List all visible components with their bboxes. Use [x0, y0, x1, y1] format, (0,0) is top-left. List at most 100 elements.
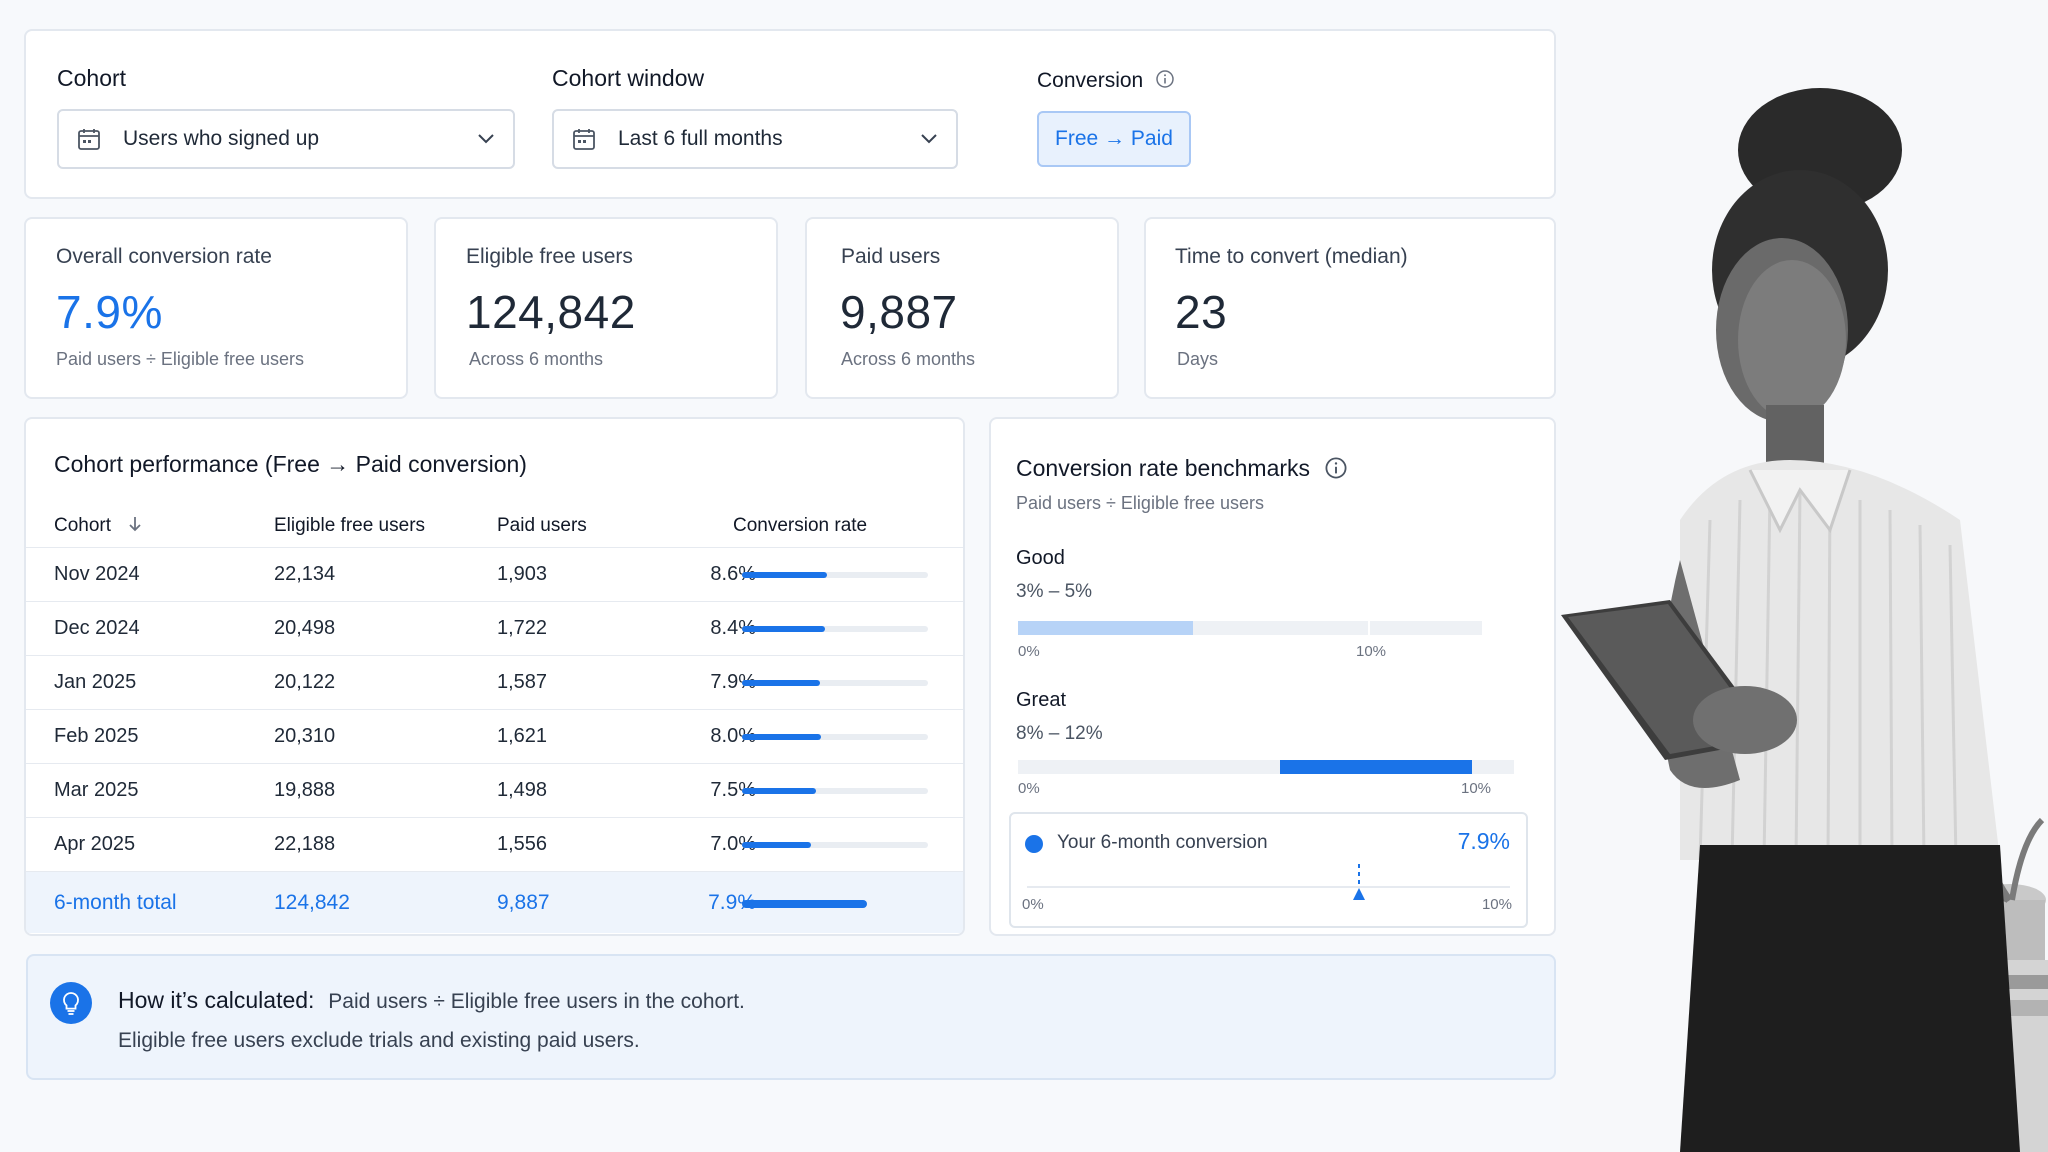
total-cohort: 6-month total: [54, 891, 177, 914]
cohort-select[interactable]: Users who signed up: [57, 109, 515, 169]
kpi-subtitle: Paid users ÷ Eligible free users: [56, 349, 304, 369]
conversion-bar-track: [742, 680, 928, 686]
yours-max-tick: 10%: [1481, 896, 1512, 913]
conversion-rate-cell: 8.6%: [710, 563, 756, 585]
info-icon[interactable]: [1324, 456, 1348, 480]
your-conversion-label: Your 6-month conversion: [1057, 832, 1268, 853]
chevron-down-icon: [478, 134, 494, 144]
eligible-cell: 20,498: [274, 617, 336, 639]
cohort-performance-table: Cohort performance (Free → Paid conversi…: [24, 417, 965, 936]
cohort-cell: Apr 2025: [54, 833, 136, 855]
good-label: Good: [1016, 547, 1065, 569]
cohort-window-select[interactable]: Last 6 full months: [552, 109, 958, 169]
conversion-bar: [742, 842, 811, 848]
conversion-label-text: Conversion: [1037, 69, 1144, 92]
table-row[interactable]: Apr 2025 22,188 1,556 7.0%: [26, 817, 963, 870]
conversion-rate-cell: 8.4%: [710, 617, 756, 639]
how-calculated-heading: How it’s calculated:: [118, 987, 315, 1013]
total-rate: 7.9%: [708, 891, 756, 914]
eligible-cell: 20,310: [274, 725, 336, 747]
table-row[interactable]: Feb 2025 20,310 1,621 8.0%: [26, 709, 963, 762]
cohort-label: Cohort: [57, 65, 127, 91]
kpi-title: Paid users: [841, 245, 941, 268]
paid-cell: 1,587: [497, 671, 548, 693]
total-rate-bar: [742, 900, 867, 908]
conversion-bar: [742, 572, 827, 578]
table-row[interactable]: Jan 2025 20,122 1,587 7.9%: [26, 655, 963, 708]
table-row[interactable]: Dec 2024 20,498 1,722 8.4%: [26, 601, 963, 654]
benchmarks-subtitle: Paid users ÷ Eligible free users: [1016, 493, 1264, 513]
your-conversion-axis: [1027, 886, 1510, 888]
conversion-bar-track: [742, 572, 928, 578]
great-min-tick: 0%: [1018, 780, 1040, 797]
column-header-conversion-rate[interactable]: Conversion rate: [733, 515, 868, 536]
benchmarks-title: Conversion rate benchmarks: [1016, 455, 1348, 482]
column-header-paid[interactable]: Paid users: [497, 515, 587, 536]
conversion-bar-track: [742, 842, 928, 848]
conversion-rate-cell: 8.0%: [710, 725, 756, 747]
conversion-rate-cell: 7.9%: [710, 671, 756, 693]
table-title: Cohort performance (Free → Paid conversi…: [54, 451, 527, 477]
table-row[interactable]: Nov 2024 22,134 1,903 8.6%: [26, 547, 963, 600]
paid-cell: 1,498: [497, 779, 548, 801]
cohort-cell: Mar 2025: [54, 779, 139, 801]
info-icon[interactable]: [1155, 69, 1175, 89]
column-header-eligible[interactable]: Eligible free users: [274, 515, 426, 536]
conversion-bar-track: [742, 626, 928, 632]
kpi-subtitle: Across 6 months: [841, 349, 976, 369]
how-calculated-line: How it’s calculated: Paid users ÷ Eligib…: [118, 987, 745, 1014]
kpi-title: Overall conversion rate: [56, 245, 272, 268]
cohort-cell: Feb 2025: [54, 725, 139, 747]
good-range-track: [1018, 621, 1482, 635]
great-range-track: [1018, 760, 1514, 774]
your-conversion-value: 7.9%: [1457, 828, 1510, 854]
person-with-tablet-photo: [1560, 0, 2048, 1152]
paid-cell: 1,903: [497, 563, 548, 585]
conversion-bar: [742, 626, 825, 632]
kpi-paid-users: Paid users 9,887 Across 6 months: [805, 217, 1119, 399]
conversion-bar: [742, 680, 820, 686]
how-calculated-panel: How it’s calculated: Paid users ÷ Eligib…: [26, 954, 1556, 1080]
total-paid: 9,887: [497, 891, 550, 914]
kpi-overall-conversion: Overall conversion rate 7.9% Paid users …: [24, 217, 408, 399]
cohort-window-select-value: Last 6 full months: [618, 127, 783, 150]
good-range-bar: [1018, 621, 1193, 635]
conversion-label: Conversion: [1037, 69, 1175, 93]
table-row[interactable]: Mar 2025 19,888 1,498 7.5%: [26, 763, 963, 816]
filter-bar: Cohort Users who signed up Cohort window…: [24, 29, 1556, 199]
benchmarks-card: Conversion rate benchmarks Paid users ÷ …: [989, 417, 1556, 936]
kpi-value: 9,887: [840, 286, 958, 338]
paid-cell: 1,556: [497, 833, 548, 855]
total-rate-bar-track: [742, 900, 928, 908]
eligible-cell: 19,888: [274, 779, 336, 801]
kpi-subtitle: Days: [1177, 349, 1219, 369]
cohort-select-value: Users who signed up: [123, 127, 320, 150]
conversion-bar: [742, 788, 816, 794]
paid-cell: 1,621: [497, 725, 548, 747]
great-range-bar: [1280, 760, 1472, 774]
good-divider: [1368, 621, 1370, 635]
kpi-value: 124,842: [466, 286, 636, 338]
kpi-subtitle: Across 6 months: [469, 349, 604, 369]
kpi-title: Eligible free users: [466, 245, 633, 268]
cohort-cell: Jan 2025: [54, 671, 137, 693]
kpi-value: 23: [1175, 286, 1228, 338]
total-eligible: 124,842: [274, 891, 350, 914]
column-header-label: Cohort: [54, 515, 112, 536]
benchmarks-title-text: Conversion rate benchmarks: [1016, 455, 1311, 481]
conversion-bar-track: [742, 788, 928, 794]
conversion-free-to-paid-button[interactable]: Free → Paid: [1037, 111, 1191, 167]
how-calculated-note: Eligible free users exclude trials and e…: [118, 1029, 640, 1052]
great-max-tick: 10%: [1461, 780, 1492, 797]
cohort-window-label: Cohort window: [552, 65, 705, 91]
kpi-time-to-convert: Time to convert (median) 23 Days: [1144, 217, 1556, 399]
lightbulb-icon: [50, 982, 92, 1024]
paid-cell: 1,722: [497, 617, 548, 639]
kpi-eligible-free-users: Eligible free users 124,842 Across 6 mon…: [434, 217, 778, 399]
great-label: Great: [1016, 689, 1067, 711]
kpi-value: 7.9%: [56, 286, 163, 338]
cohort-cell: Dec 2024: [54, 617, 140, 639]
sort-arrow-down-icon: [129, 517, 141, 532]
conversion-bar-track: [742, 734, 928, 740]
column-header-cohort[interactable]: Cohort: [54, 515, 142, 537]
